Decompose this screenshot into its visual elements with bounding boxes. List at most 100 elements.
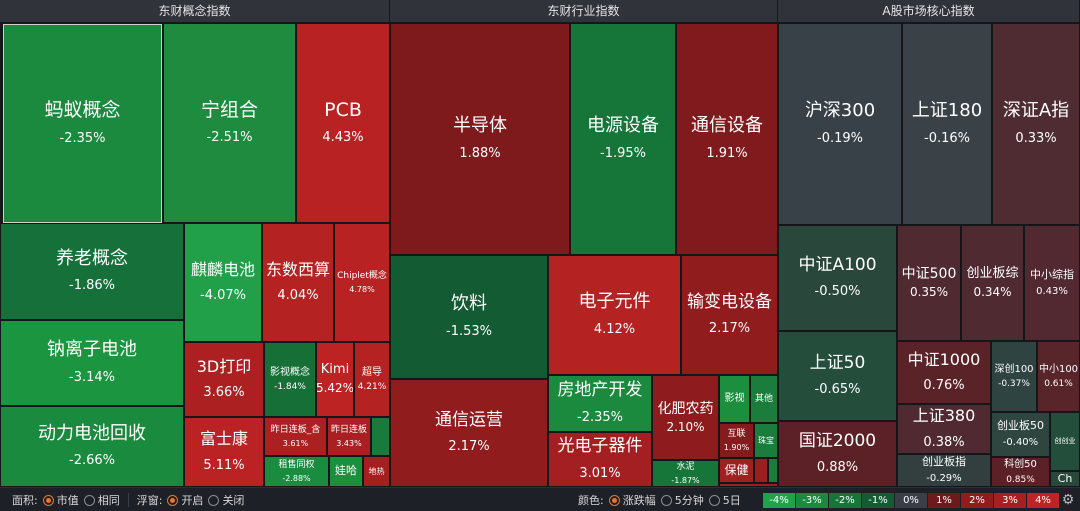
tile-t46[interactable]: 中证500 0.35% — [897, 225, 961, 341]
tile-t7[interactable]: 麒麟电池 -4.07% — [184, 223, 262, 342]
float-off-radio[interactable] — [208, 494, 220, 506]
tile-t17[interactable] — [371, 417, 390, 456]
tile-t26[interactable]: 输变电设备 2.17% — [681, 255, 778, 375]
tile-t10[interactable]: 3D打印 3.66% — [184, 342, 264, 417]
tile-name: 其他 — [754, 393, 773, 404]
tile-name: 中小100 — [1038, 363, 1079, 375]
tile-value: 3.61% — [282, 439, 309, 449]
tile-t56[interactable]: 科创50 0.85% — [991, 457, 1050, 487]
color-change-radio[interactable] — [608, 494, 620, 506]
area-market-cap-radio[interactable] — [42, 494, 54, 506]
tile-t54[interactable]: 创业板50 -0.40% — [991, 412, 1050, 457]
tile-t55[interactable]: 创创业 — [1050, 412, 1080, 471]
tile-t4[interactable]: 养老概念 -1.86% — [0, 223, 184, 320]
tile-value: 4.43% — [322, 130, 364, 146]
tile-t23[interactable]: 通信设备 1.91% — [676, 23, 778, 255]
tile-t9[interactable]: Chiplet概念 4.78% — [334, 223, 390, 342]
tile-t14[interactable]: 富士康 5.11% — [184, 417, 264, 487]
gear-icon[interactable]: ⚙ — [1061, 492, 1075, 508]
tile-t6[interactable]: 动力电池回收 -2.66% — [0, 406, 184, 487]
tile-t53[interactable]: 中小100 0.61% — [1037, 341, 1080, 412]
tile-t29[interactable]: 光电子器件 3.01% — [548, 432, 652, 487]
legend-swatch: 2% — [961, 493, 993, 508]
tile-t11[interactable]: 影视概念 -1.84% — [264, 342, 316, 417]
tile-value: -2.51% — [206, 130, 253, 146]
tile-t22[interactable]: 电源设备 -1.95% — [570, 23, 676, 255]
tile-t50[interactable]: 上证380 0.38% — [897, 404, 991, 454]
tile-t43[interactable]: 中证A100 -0.50% — [778, 225, 897, 331]
tile-name: 通信设备 — [691, 115, 763, 137]
tile-value: -0.40% — [1002, 437, 1039, 449]
tile-t49[interactable]: 中证1000 0.76% — [897, 341, 991, 404]
tile-t45[interactable]: 国证2000 0.88% — [778, 421, 897, 487]
tile-name: PCB — [324, 98, 362, 121]
tile-value: 1.88% — [459, 145, 501, 161]
tile-value: -1.95% — [600, 145, 646, 161]
tile-t35[interactable]: 水泥 -1.87% — [652, 460, 719, 487]
tile-value: 3.01% — [579, 465, 621, 481]
tile-t36[interactable]: 保健 — [719, 458, 754, 483]
tile-t40[interactable]: 沪深300 -0.19% — [778, 23, 902, 225]
color-5day-radio[interactable] — [708, 494, 720, 506]
color-5min-label[interactable]: 5分钟 — [674, 494, 704, 507]
tile-t5[interactable]: 钠离子电池 -3.14% — [0, 320, 184, 406]
tile-t34[interactable]: 珠宝 — [754, 423, 778, 458]
tile-value: 5.11% — [203, 457, 245, 473]
legend-swatch: 3% — [994, 493, 1026, 508]
tile-t32[interactable]: 其他 — [750, 375, 778, 423]
area-market-cap-label[interactable]: 市值 — [56, 494, 79, 507]
tile-t3[interactable]: PCB 4.43% — [296, 23, 390, 223]
tile-t1[interactable]: 蚂蚁概念 -2.35% — [3, 24, 162, 223]
tile-name: 通信运营 — [435, 409, 503, 430]
tile-t38[interactable] — [768, 458, 778, 483]
color-5day-label[interactable]: 5日 — [722, 494, 741, 507]
color-5min-radio[interactable] — [660, 494, 672, 506]
tile-name: 电子元件 — [578, 291, 651, 313]
tile-name: 保健 — [724, 462, 749, 477]
tile-t51[interactable]: 创业板指 -0.29% — [897, 454, 991, 487]
color-label: 颜色: — [578, 494, 604, 507]
tile-t28[interactable]: 房地产开发 -2.35% — [548, 375, 652, 432]
legend-swatch: 1% — [928, 493, 960, 508]
tile-value: 0.43% — [1036, 285, 1068, 297]
float-off-label[interactable]: 关闭 — [222, 494, 245, 507]
float-on-label[interactable]: 开启 — [181, 494, 204, 507]
tile-t16[interactable]: 昨日连板 3.43% — [327, 417, 371, 456]
tile-t30[interactable]: 化肥农药 2.10% — [652, 375, 719, 460]
tile-t31[interactable]: 影视 — [719, 375, 750, 423]
tile-t41[interactable]: 上证180 -0.16% — [902, 23, 992, 225]
tile-value: 0.85% — [1006, 474, 1035, 485]
tile-t13[interactable]: 超导 4.21% — [354, 342, 390, 417]
tile-t37[interactable] — [754, 458, 768, 483]
area-equal-label[interactable]: 相同 — [97, 494, 120, 507]
tile-t48[interactable]: 中小综指 0.43% — [1024, 225, 1080, 341]
tile-t24[interactable]: 饮料 -1.53% — [390, 255, 548, 379]
tile-value: -0.29% — [926, 473, 962, 485]
color-change-label[interactable]: 涨跌幅 — [622, 494, 656, 507]
tile-t15[interactable]: 昨日连板_含 3.61% — [264, 417, 327, 456]
tile-t47[interactable]: 创业板综 0.34% — [961, 225, 1024, 341]
tile-t8[interactable]: 东数西算 4.04% — [262, 223, 334, 342]
tile-t42[interactable]: 深证A指 0.33% — [992, 23, 1080, 225]
divider — [127, 493, 129, 507]
tile-t44[interactable]: 上证50 -0.65% — [778, 331, 897, 421]
tile-value: -2.66% — [69, 453, 115, 469]
tile-t18[interactable]: 租售同权 -2.88% — [264, 456, 329, 487]
area-equal-radio[interactable] — [83, 494, 95, 506]
float-on-radio[interactable] — [167, 494, 179, 506]
tile-t57[interactable]: Ch — [1050, 471, 1080, 487]
tile-value: -0.37% — [998, 379, 1030, 390]
tile-t27[interactable]: 通信运营 2.17% — [390, 379, 548, 487]
tile-t20[interactable]: 地热 — [363, 456, 390, 487]
tile-t25[interactable]: 电子元件 4.12% — [548, 255, 681, 375]
tile-t19[interactable]: 娃哈 — [329, 456, 363, 487]
tile-t2[interactable]: 宁组合 -2.51% — [163, 23, 296, 223]
tile-t39[interactable] — [719, 483, 778, 487]
tile-t21[interactable]: 半导体 1.88% — [390, 23, 570, 255]
tile-t12[interactable]: Kimi 5.42% — [316, 342, 354, 417]
tile-t52[interactable]: 深创100 -0.37% — [991, 341, 1037, 412]
tile-name: 麒麟电池 — [190, 259, 255, 279]
tile-name: 上证50 — [809, 352, 866, 373]
tile-t33[interactable]: 互联 1.90% — [719, 423, 754, 458]
tile-value: 1.90% — [723, 443, 750, 453]
